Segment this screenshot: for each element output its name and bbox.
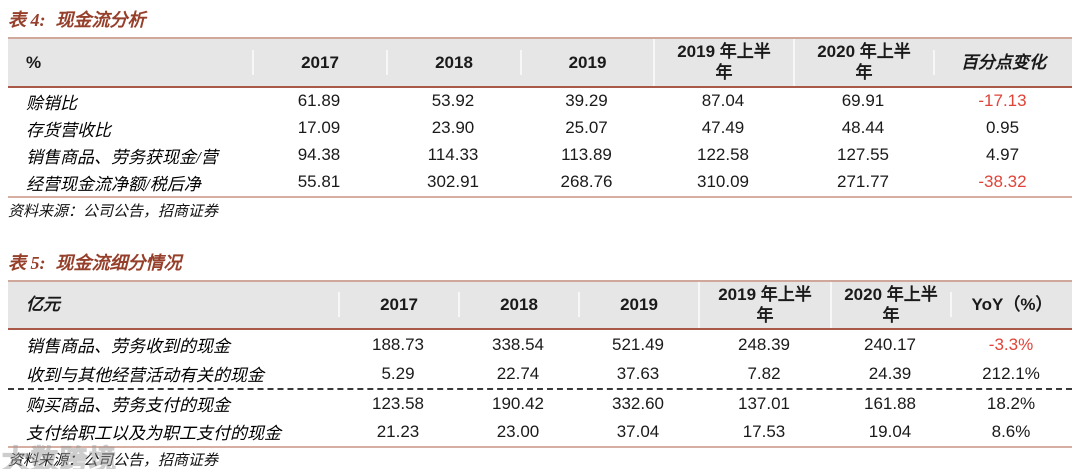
- cell-value: 212.1%: [982, 363, 1040, 383]
- cell-value: 17.09: [297, 118, 341, 137]
- cell-value: 48.44: [841, 118, 885, 137]
- cell-value: 39.29: [565, 91, 608, 110]
- cell-value: 137.01: [738, 393, 790, 413]
- cell-value: 19.04: [868, 421, 912, 441]
- row-label: 销售商品、劳务收到的现金: [26, 337, 230, 356]
- cell-value: 18.2%: [986, 393, 1036, 413]
- table-row: 销售商品、劳务收到的现金 188.73 338.54 521.49 248.39…: [8, 330, 1072, 359]
- cell-value: 310.09: [697, 172, 749, 191]
- row-label: 赊销比: [26, 93, 77, 113]
- cell-value: 268.76: [560, 172, 613, 191]
- cell-value: 248.39: [738, 334, 790, 354]
- table4-title-text: 现金流分析: [55, 10, 146, 30]
- cell-value: 17.53: [742, 421, 786, 441]
- cell-value: 302.91: [427, 172, 479, 191]
- table-row: 支付给职工以及为职工支付的现金 21.23 23.00 37.04 17.53 …: [8, 417, 1072, 446]
- table4-header-pp-change: 百分点变化: [933, 49, 1072, 75]
- table4-title: 表 4: 现金流分析: [8, 10, 1072, 30]
- table4-header-2019h1: 2019 年上半年: [653, 39, 793, 86]
- cell-value-negative: -38.32: [978, 172, 1027, 191]
- cell-value: 521.49: [612, 334, 664, 354]
- cell-value: 240.17: [864, 334, 916, 354]
- table-row: 赊销比 61.89 53.92 39.29 87.04 69.91 -17.13: [8, 88, 1072, 115]
- table4-source-note: 资料来源：公司公告，招商证券: [8, 203, 219, 220]
- cell-value: 8.6%: [991, 421, 1031, 441]
- cell-value: 21.23: [376, 421, 420, 441]
- table5-cashflow-detail: 亿元 2017 2018 2019 2019 年上半年 2020 年上半年 Yo…: [8, 279, 1072, 448]
- table5-title-text: 现金流细分情况: [55, 252, 182, 273]
- cell-value: 271.77: [837, 172, 889, 191]
- row-label: 存货营收比: [26, 120, 111, 140]
- table5-source-note: 资料来源：公司公告，招商证券: [8, 453, 219, 469]
- cell-value: 161.88: [864, 393, 916, 413]
- table4-header-2019: 2019: [520, 49, 653, 75]
- cell-value: 24.39: [868, 363, 912, 383]
- table4-header-row: % 2017 2018 2019 2019 年上半年 2020 年上半年 百分点…: [8, 39, 1072, 88]
- cell-value: 4.97: [985, 145, 1020, 164]
- cell-value: 23.90: [431, 118, 475, 137]
- table-row: 销售商品、劳务获现金/营 94.38 114.33 113.89 122.58 …: [8, 142, 1072, 169]
- cell-value: 0.95: [985, 118, 1020, 137]
- cell-value-negative: -3.3%: [988, 334, 1034, 354]
- cell-value: 188.73: [372, 334, 424, 354]
- cell-value-negative: -17.13: [978, 91, 1027, 110]
- table5-header-2018: 2018: [458, 292, 578, 318]
- table-row: 收到与其他经营活动有关的现金 5.29 22.74 37.63 7.82 24.…: [8, 359, 1072, 388]
- table4-label: 表 4:: [8, 10, 46, 30]
- row-label: 经营现金流净额/税后净: [26, 174, 201, 194]
- table-row: 购买商品、劳务支付的现金 123.58 190.42 332.60 137.01…: [8, 388, 1072, 417]
- cell-value: 23.00: [496, 421, 540, 441]
- table4-header-2020h1: 2020 年上半年: [793, 39, 933, 86]
- cell-value: 190.42: [492, 393, 544, 413]
- cell-value: 123.58: [372, 393, 424, 413]
- cell-value: 22.74: [496, 363, 540, 383]
- cell-value: 113.89: [561, 145, 612, 164]
- cell-value: 122.58: [697, 145, 749, 164]
- table5-header-2019h1: 2019 年上半年: [698, 281, 830, 328]
- table5-title: 表 5: 现金流细分情况: [8, 253, 1072, 273]
- table5-header-2020h1: 2020 年上半年: [830, 281, 950, 328]
- cell-value: 332.60: [612, 393, 664, 413]
- table4-header-2018: 2018: [386, 49, 520, 75]
- cell-value: 55.81: [297, 172, 341, 191]
- cell-value: 53.92: [431, 91, 475, 110]
- cell-value: 37.04: [616, 421, 660, 441]
- table4-cashflow-analysis: % 2017 2018 2019 2019 年上半年 2020 年上半年 百分点…: [8, 37, 1072, 198]
- table5-header-unit: 亿元: [26, 295, 60, 315]
- cell-value: 94.38: [297, 145, 341, 164]
- cell-value: 338.54: [492, 334, 544, 354]
- cell-value: 114.33: [427, 145, 479, 164]
- table5-header-2017: 2017: [338, 292, 458, 318]
- cell-value: 69.91: [841, 91, 885, 110]
- table5-header-yoy: YoY（%）: [950, 292, 1072, 318]
- cell-value: 25.07: [565, 118, 608, 137]
- cell-value: 87.04: [701, 91, 745, 110]
- cell-value: 127.55: [837, 145, 889, 164]
- row-label: 购买商品、劳务支付的现金: [26, 396, 230, 415]
- table-row: 经营现金流净额/税后净 55.81 302.91 268.76 310.09 2…: [8, 169, 1072, 196]
- row-label: 支付给职工以及为职工支付的现金: [26, 424, 281, 443]
- table5-header-2019: 2019: [578, 292, 698, 318]
- cell-value: 61.89: [297, 91, 341, 110]
- cell-value: 7.82: [747, 363, 781, 383]
- cell-value: 37.63: [616, 363, 660, 383]
- cell-value: 47.49: [701, 118, 745, 137]
- row-label: 收到与其他经营活动有关的现金: [26, 366, 264, 385]
- cell-value: 5.29: [381, 363, 415, 383]
- table5-label: 表 5:: [8, 252, 46, 273]
- table4-header-unit: %: [26, 52, 42, 72]
- table-row: 存货营收比 17.09 23.90 25.07 47.49 48.44 0.95: [8, 115, 1072, 142]
- table5-header-row: 亿元 2017 2018 2019 2019 年上半年 2020 年上半年 Yo…: [8, 281, 1072, 330]
- table4-header-2017: 2017: [252, 49, 386, 75]
- row-label: 销售商品、劳务获现金/营: [26, 147, 218, 167]
